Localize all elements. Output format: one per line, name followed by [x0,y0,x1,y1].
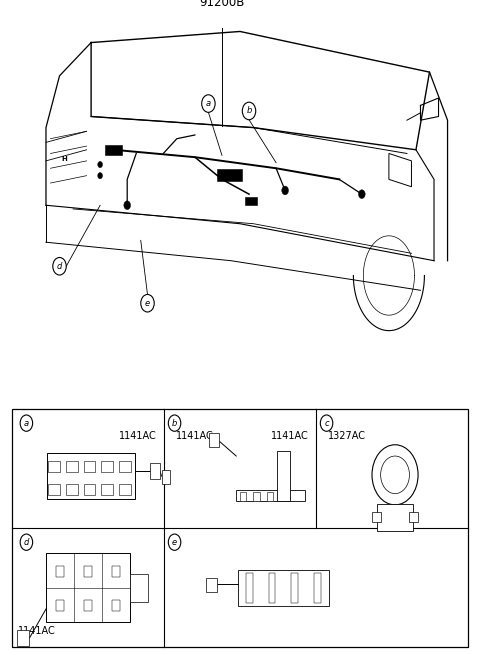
Bar [409,512,418,522]
Bar [101,461,113,472]
Circle shape [98,172,103,179]
Bar [291,573,298,603]
Bar [119,483,131,495]
Circle shape [359,190,365,198]
Text: a: a [206,99,211,108]
Text: 1141AC: 1141AC [119,431,157,441]
Bar [130,574,148,602]
Text: b: b [246,107,252,115]
Bar [66,483,78,495]
Bar [47,453,135,498]
Text: b: b [172,419,177,428]
Bar [119,461,131,472]
Circle shape [98,161,103,168]
Bar [236,490,305,501]
Text: d: d [24,538,29,547]
Bar [217,170,242,181]
Bar [240,492,246,501]
Text: 1327AC: 1327AC [328,431,366,441]
Bar [84,600,92,612]
Text: H: H [61,156,67,162]
Bar [105,145,122,155]
Bar [46,553,130,622]
Circle shape [242,102,256,120]
Bar [84,483,96,495]
Text: 91200B: 91200B [199,0,245,9]
Circle shape [168,415,181,431]
Text: 1141AC: 1141AC [18,626,56,636]
Text: c: c [324,419,329,428]
Bar [372,512,381,522]
Text: a: a [24,419,29,428]
Bar [253,492,260,501]
Bar [48,483,60,495]
Bar [112,566,120,577]
Bar [56,566,64,577]
Circle shape [53,257,66,275]
Circle shape [20,415,33,431]
Circle shape [282,186,288,195]
Circle shape [381,456,409,494]
Circle shape [141,295,154,312]
Bar [377,504,413,531]
Bar [84,566,92,577]
Circle shape [320,415,333,431]
Bar [84,461,96,472]
Text: e: e [145,299,150,308]
Bar [101,483,113,495]
Bar [56,600,64,612]
Bar [277,451,289,501]
Bar [66,461,78,472]
Bar [269,573,276,603]
Text: 1141AC: 1141AC [176,431,214,441]
Text: d: d [57,262,62,271]
Bar [206,578,216,592]
Text: e: e [172,538,177,547]
Bar [150,463,160,479]
Bar [244,197,257,205]
Bar [267,492,273,501]
Bar [314,573,321,603]
Bar [208,434,219,447]
Bar [246,573,252,603]
Circle shape [372,445,418,505]
Circle shape [20,534,33,550]
Bar [161,470,170,483]
Bar [238,570,329,606]
Bar [17,630,29,646]
Bar [48,461,60,472]
Circle shape [168,534,181,550]
Circle shape [124,201,131,210]
Text: 1141AC: 1141AC [271,431,309,441]
Bar [112,600,120,612]
Bar [12,409,468,648]
Circle shape [202,95,215,113]
